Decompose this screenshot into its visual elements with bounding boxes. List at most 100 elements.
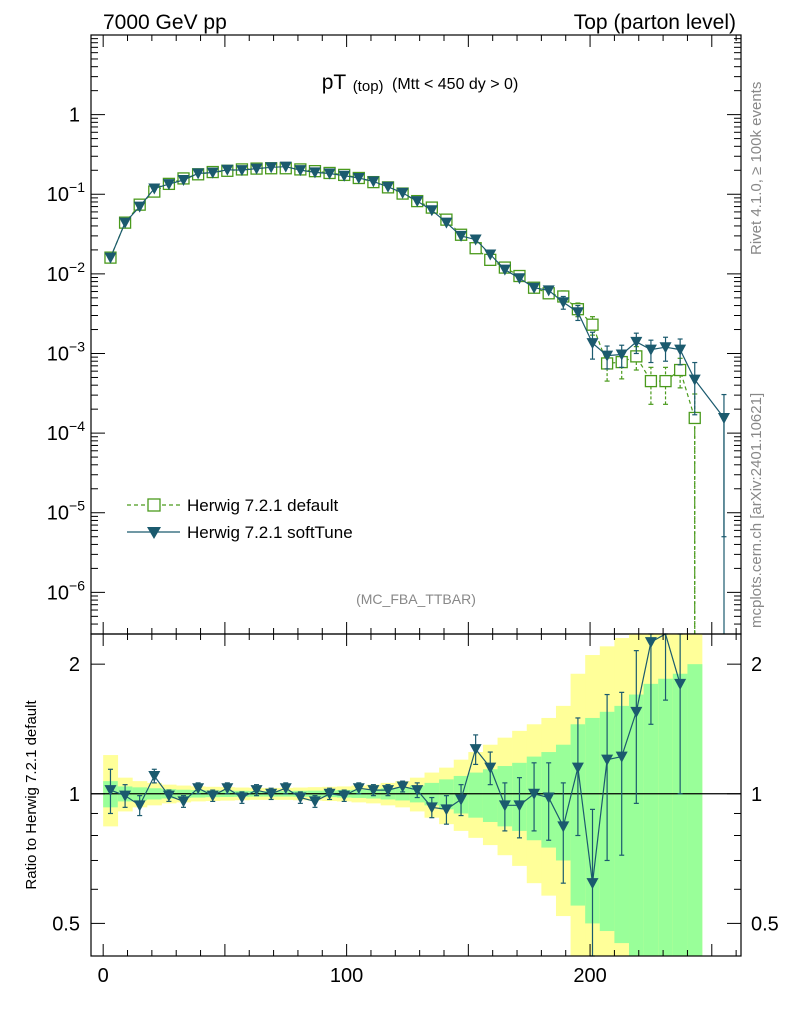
data-point-softtune xyxy=(367,176,380,188)
data-point-softtune xyxy=(396,187,409,199)
data-point-softtune xyxy=(206,167,219,179)
band-inner xyxy=(643,683,659,956)
plot-title-cut: (Mtt < 450 dy > 0) xyxy=(392,76,518,93)
data-point-softtune xyxy=(235,165,248,177)
ratio-data-point xyxy=(148,770,161,782)
ratio-data-point xyxy=(250,785,263,797)
ratio-data-point xyxy=(469,744,482,756)
data-point-softtune xyxy=(308,167,321,179)
ratio-data-point xyxy=(323,788,336,800)
data-point-softtune xyxy=(352,172,365,184)
ratio-data-point xyxy=(396,781,409,793)
x-tick-label: 100 xyxy=(330,965,363,987)
ratio-data-point xyxy=(601,754,614,766)
y-tick-label: 10−6 xyxy=(47,577,85,604)
data-point-softtune xyxy=(557,297,570,309)
y-tick-label: 10−1 xyxy=(47,179,85,206)
ratio-data-point xyxy=(440,804,453,816)
band-inner xyxy=(439,779,455,810)
series-line-softtune xyxy=(109,166,725,634)
ratio-data-point xyxy=(206,790,219,802)
ratio-data-point xyxy=(367,785,380,797)
mcplots-label: mcplots.cern.ch [arXiv:2401.10621] xyxy=(748,393,765,628)
data-point-softtune xyxy=(644,344,657,356)
x-tick-label: 0 xyxy=(98,965,109,987)
rivet-version-label: Rivet 4.1.0, ≥ 100k events xyxy=(748,82,765,255)
data-point-softtune xyxy=(469,234,482,246)
ratio-y-tick-label-right: 0.5 xyxy=(751,913,779,935)
data-point-softtune xyxy=(104,252,117,264)
ratio-data-point xyxy=(557,821,570,833)
ratio-data-point xyxy=(119,790,132,802)
legend-softtune-label: Herwig 7.2.1 softTune xyxy=(187,523,353,542)
data-point-default xyxy=(659,374,672,388)
ratio-data-point xyxy=(484,762,497,774)
data-point-softtune xyxy=(119,217,132,229)
ratio-data-point xyxy=(294,792,307,804)
ratio-data-point xyxy=(586,878,599,890)
data-point-softtune xyxy=(630,336,643,348)
data-point-softtune xyxy=(717,412,730,424)
data-point-softtune xyxy=(265,162,278,174)
y-tick-label: 1 xyxy=(69,105,80,127)
data-point-softtune xyxy=(221,164,234,176)
series-line-default xyxy=(109,167,696,634)
ratio-data-point xyxy=(425,802,438,814)
ratio-data-point xyxy=(192,783,205,795)
data-point-softtune xyxy=(440,217,453,229)
ratio-y-tick-label-left: 0.5 xyxy=(52,913,80,935)
data-point-default xyxy=(586,318,599,331)
data-point-softtune xyxy=(455,230,468,242)
data-point-softtune xyxy=(601,350,614,362)
ratio-data-point xyxy=(674,678,687,690)
y-tick-label: 10−4 xyxy=(47,418,85,445)
ratio-data-point xyxy=(279,783,292,795)
data-point-softtune xyxy=(425,205,438,217)
data-point-default xyxy=(644,374,658,388)
header-left-title: 7000 GeV pp xyxy=(103,11,227,34)
ratio-data-point xyxy=(338,790,351,802)
band-inner xyxy=(687,664,703,956)
ratio-data-point xyxy=(133,800,146,812)
ratio-plot-frame xyxy=(90,633,742,957)
band-inner xyxy=(468,772,484,818)
ratio-data-point xyxy=(382,785,395,797)
data-point-softtune xyxy=(133,201,146,213)
main-plot-frame xyxy=(90,34,742,635)
ratio-data-point xyxy=(265,788,278,800)
analysis-watermark: (MC_FBA_TTBAR) xyxy=(356,591,476,607)
ratio-data-point xyxy=(615,751,628,763)
data-point-softtune xyxy=(571,307,584,319)
data-point-softtune xyxy=(674,344,687,356)
band-inner xyxy=(672,673,688,956)
ratio-y-axis-label: Ratio to Herwig 7.2.1 default xyxy=(23,700,40,890)
ratio-data-point xyxy=(104,785,117,797)
band-inner xyxy=(658,678,674,956)
data-point-softtune xyxy=(382,181,395,193)
data-point-default xyxy=(673,363,687,377)
ratio-data-point xyxy=(513,800,526,812)
data-point-softtune xyxy=(659,342,672,354)
data-point-softtune xyxy=(484,249,497,261)
main-plot-panel: 1 10−1 10−2 10−3 10−4 10−5 10−6 pT (top) (Mtt … xyxy=(47,34,742,635)
ratio-data-point xyxy=(235,792,248,804)
data-point-softtune xyxy=(323,168,336,180)
data-point-softtune xyxy=(338,170,351,182)
band-inner xyxy=(629,694,644,956)
data-point-softtune xyxy=(513,273,526,285)
ratio-data-point xyxy=(308,796,321,808)
x-tick-label: 200 xyxy=(573,965,606,987)
legend-default-marker xyxy=(147,498,161,512)
ratio-y-tick-label-left: 2 xyxy=(69,654,80,676)
plot-title: pT (top) (Mtt < 450 dy > 0) xyxy=(322,71,519,95)
data-point-softtune xyxy=(294,165,307,177)
ratio-data-point xyxy=(571,762,584,774)
ratio-plot-panel: 0.5 0.5 1 1 2 2 0 100 200 Ratio to Herwig 7.2.1 … xyxy=(23,633,779,987)
ratio-data-point xyxy=(352,783,365,795)
data-point-softtune xyxy=(177,174,190,186)
data-point-softtune xyxy=(411,196,424,208)
ratio-data-point xyxy=(411,785,424,797)
data-point-softtune xyxy=(498,264,511,276)
ratio-data-point xyxy=(455,794,468,806)
data-point-softtune xyxy=(528,282,541,294)
